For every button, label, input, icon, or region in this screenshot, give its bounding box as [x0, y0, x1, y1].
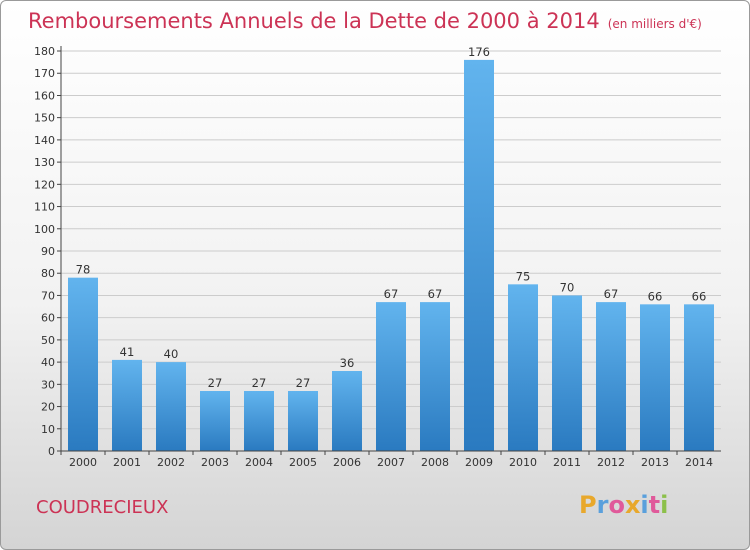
bar-2003 [200, 391, 230, 451]
x-tick-label-2013: 2013 [641, 456, 669, 469]
x-tick-label-2010: 2010 [509, 456, 537, 469]
logo-letter: i [660, 491, 669, 519]
bar-2005 [288, 391, 318, 451]
bar-2008 [420, 302, 450, 451]
bar-2010 [508, 284, 538, 451]
logo-letter: r [596, 491, 609, 519]
x-tick-label-2001: 2001 [113, 456, 141, 469]
logo-letter: i [640, 491, 649, 519]
y-tick-label: 70 [41, 289, 55, 302]
proxiti-logo: Proxiti [579, 491, 668, 519]
logo-letter: P [579, 491, 597, 519]
y-tick-label: 50 [41, 334, 55, 347]
x-tick-label-2004: 2004 [245, 456, 273, 469]
x-tick-label-2011: 2011 [553, 456, 581, 469]
data-label-2009: 176 [468, 45, 490, 59]
y-tick-label: 20 [41, 401, 55, 414]
x-tick-label-2012: 2012 [597, 456, 625, 469]
chart-unit: (en milliers d'€) [607, 17, 702, 31]
bar-2004 [244, 391, 274, 451]
data-label-2008: 67 [428, 287, 443, 301]
data-label-2013: 66 [648, 289, 663, 303]
data-label-2014: 66 [692, 289, 707, 303]
y-tick-label: 90 [41, 245, 55, 258]
y-tick-label: 160 [34, 89, 55, 102]
y-tick-label: 30 [41, 378, 55, 391]
data-label-2010: 75 [516, 269, 531, 283]
data-label-2011: 70 [560, 280, 575, 294]
data-label-2000: 78 [76, 263, 91, 277]
data-label-2007: 67 [384, 287, 399, 301]
bar-2001 [112, 359, 142, 451]
data-label-2003: 27 [208, 376, 223, 390]
y-tick-label: 60 [41, 312, 55, 325]
x-tick-label-2014: 2014 [685, 456, 713, 469]
data-label-2005: 27 [296, 376, 311, 390]
y-tick-label: 150 [34, 112, 55, 125]
x-tick-label-2000: 2000 [69, 456, 97, 469]
x-tick-label-2003: 2003 [201, 456, 229, 469]
data-label-2012: 67 [604, 287, 619, 301]
bar-2011 [552, 295, 582, 451]
y-tick-label: 40 [41, 356, 55, 369]
bar-2007 [376, 302, 406, 451]
bar-2006 [332, 371, 362, 451]
data-label-2001: 41 [120, 345, 135, 359]
y-tick-label: 80 [41, 267, 55, 280]
y-tick-label: 100 [34, 223, 55, 236]
bar-2000 [68, 277, 98, 451]
data-label-2006: 36 [340, 356, 355, 370]
bar-2009 [464, 59, 494, 452]
logo-letter: x [624, 491, 641, 519]
y-tick-label: 10 [41, 423, 55, 436]
x-tick-label-2006: 2006 [333, 456, 361, 469]
data-label-2002: 40 [164, 347, 179, 361]
bar-2012 [596, 302, 626, 451]
x-tick-label-2007: 2007 [377, 456, 405, 469]
x-tick-label-2009: 2009 [465, 456, 493, 469]
chart-title: Remboursements Annuels de la Dette de 20… [28, 9, 702, 33]
logo-letter: t [648, 491, 661, 519]
bar-2013 [640, 304, 670, 451]
y-tick-label: 0 [48, 445, 55, 458]
x-tick-label-2002: 2002 [157, 456, 185, 469]
bar-2002 [156, 362, 186, 451]
bar-2014 [684, 304, 714, 451]
logo-letter: o [608, 491, 625, 519]
x-tick-label-2008: 2008 [421, 456, 449, 469]
y-tick-label: 120 [34, 178, 55, 191]
y-tick-label: 130 [34, 156, 55, 169]
data-label-2004: 27 [252, 376, 267, 390]
y-tick-label: 180 [34, 45, 55, 58]
y-tick-label: 140 [34, 134, 55, 147]
y-tick-label: 170 [34, 67, 55, 80]
x-tick-label-2005: 2005 [289, 456, 317, 469]
y-tick-label: 110 [34, 201, 55, 214]
place-name: COUDRECIEUX [36, 497, 169, 518]
